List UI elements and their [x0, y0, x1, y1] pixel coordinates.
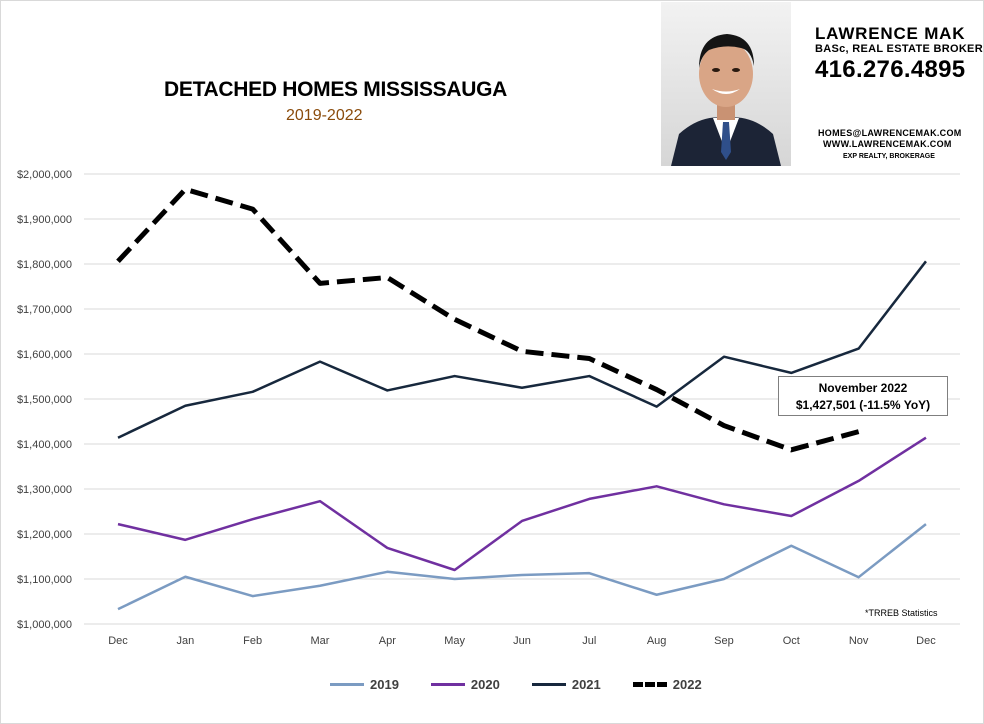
x-tick-label: Jan [176, 635, 194, 647]
series-lines [116, 186, 927, 611]
legend-swatch [632, 681, 667, 687]
agent-website: WWW.LAWRENCEMAK.COM [823, 139, 952, 149]
x-tick-label: Oct [783, 635, 800, 647]
legend-label: 2022 [672, 676, 702, 692]
legend-item-2019: 2019 [330, 677, 399, 692]
y-tick-label: $1,100,000 [17, 574, 72, 586]
y-tick-label: $2,000,000 [17, 169, 72, 181]
legend-item-2022: 2022 [632, 676, 702, 692]
legend-label: 2020 [470, 676, 500, 692]
series-line-2020 [117, 436, 927, 572]
agent-title: BASc, REAL ESTATE BROKER [815, 43, 983, 55]
legend-swatch [531, 682, 566, 686]
y-tick-label: $1,800,000 [17, 259, 72, 271]
callout-line-1: November 2022 [818, 381, 908, 395]
x-tick-label: Jun [513, 635, 531, 647]
x-tick-label: Dec [108, 635, 128, 647]
legend-item-2021: 2021 [531, 676, 601, 692]
x-axis-ticks: Dec Jan Feb Mar Apr May Jun Jul Aug Sep Oct Nov Dec [108, 635, 936, 647]
november-2022-callout: November 2022 $1,427,501 (-11.5% YoY) [778, 376, 948, 416]
legend-item-2020: 2020 [430, 676, 500, 692]
y-tick-label: $1,000,000 [17, 619, 72, 631]
x-tick-label: Aug [647, 635, 667, 647]
series-line-2022 [116, 186, 860, 453]
legend-swatch [430, 682, 465, 686]
legend-label: 2019 [370, 676, 399, 692]
agent-email: HOMES@LAWRENCEMAK.COM [818, 128, 962, 138]
y-tick-label: $1,600,000 [17, 349, 72, 361]
legend-label: 2021 [571, 676, 601, 692]
y-tick-label: $1,900,000 [17, 214, 72, 226]
source-note: *TRREB Statistics [865, 608, 938, 618]
agent-name: LAWRENCE MAK [815, 24, 966, 43]
x-tick-label: Dec [916, 635, 936, 647]
x-tick-label: Sep [714, 635, 734, 647]
chart-subtitle: 2019-2022 [286, 107, 363, 124]
x-tick-label: Apr [379, 635, 396, 647]
x-tick-label: May [444, 635, 465, 647]
agent-photo [661, 2, 791, 166]
series-line-2021 [117, 260, 927, 439]
chart-title: DETACHED HOMES MISSISSAUGA [164, 78, 508, 101]
y-tick-label: $1,300,000 [17, 484, 72, 496]
legend-swatch [330, 682, 364, 686]
y-tick-label: $1,500,000 [17, 394, 72, 406]
y-tick-label: $1,200,000 [17, 529, 72, 541]
agent-portrait-image [661, 2, 791, 166]
y-axis-ticks: $1,000,000 $1,100,000 $1,200,000 $1,300,000… [17, 169, 72, 631]
legend: 2019 2020 2021 2022 [330, 675, 734, 693]
x-tick-label: Jul [582, 635, 596, 647]
y-tick-label: $1,700,000 [17, 304, 72, 316]
agent-brokerage: EXP REALTY, BROKERAGE [843, 153, 935, 160]
x-tick-label: Feb [243, 635, 262, 647]
series-line-2019 [117, 523, 927, 611]
y-tick-label: $1,400,000 [17, 439, 72, 451]
agent-phone: 416.276.4895 [815, 56, 966, 83]
x-tick-label: Nov [849, 635, 869, 647]
callout-line-2: $1,427,501 (-11.5% YoY) [795, 398, 931, 412]
x-tick-label: Mar [311, 635, 330, 647]
